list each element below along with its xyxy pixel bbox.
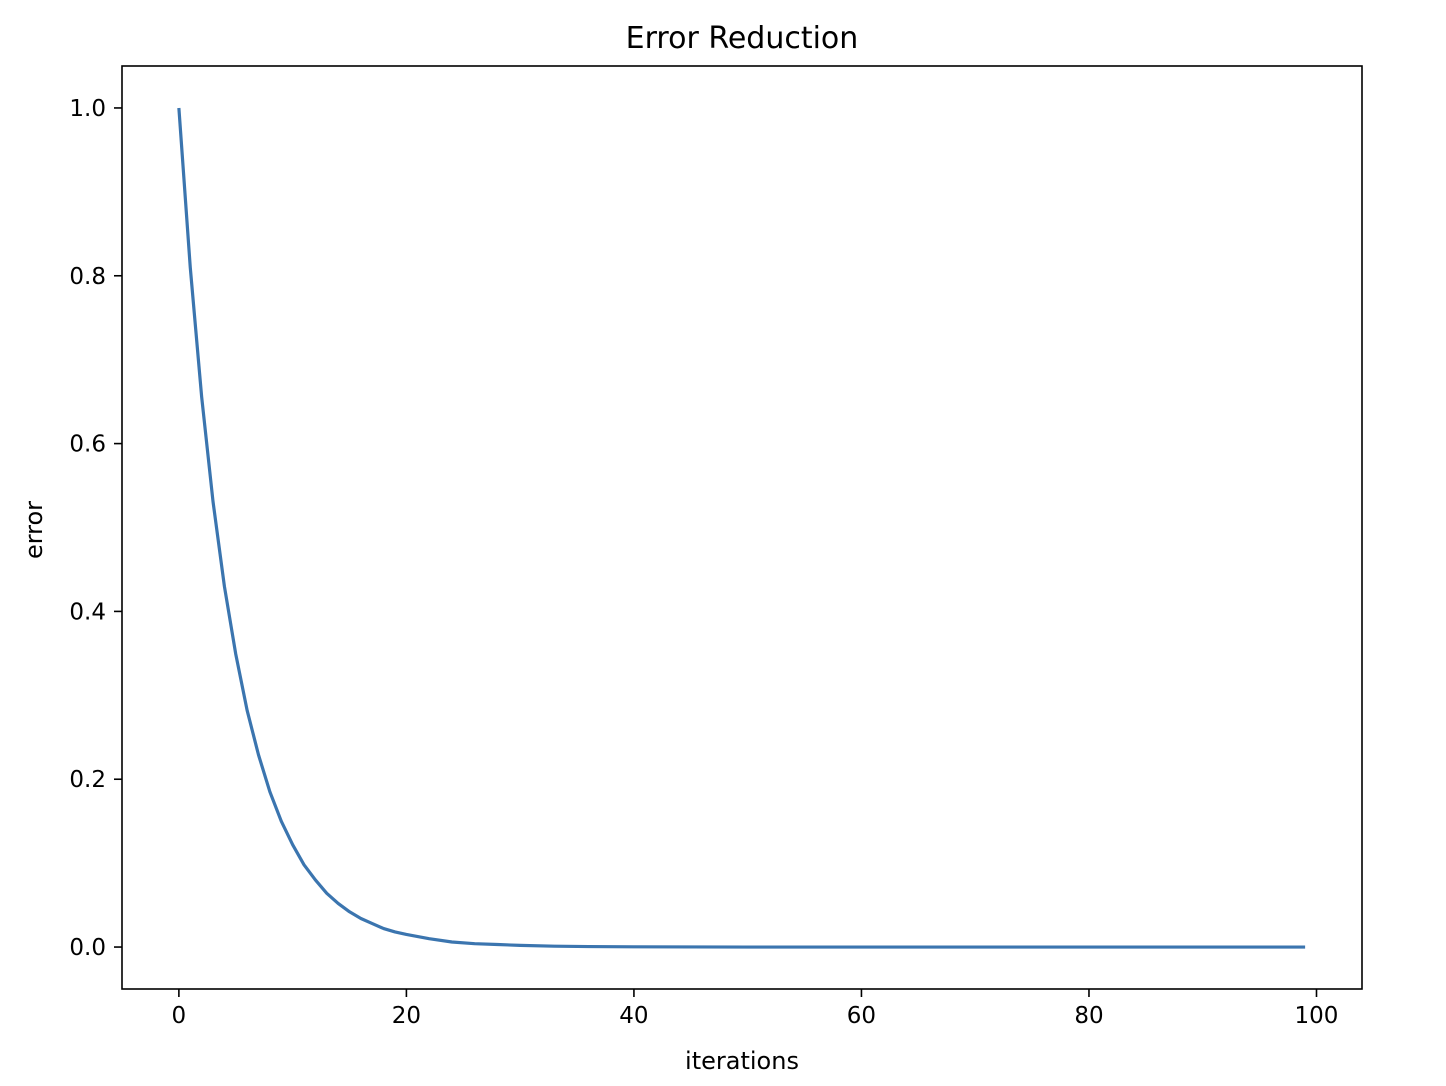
- y-axis: 0.0 0.2 0.4 0.6 0.8 1.0: [69, 96, 122, 961]
- x-tick-label: 40: [619, 1003, 648, 1029]
- x-tick-label: 0: [172, 1003, 187, 1029]
- chart-title: Error Reduction: [626, 21, 859, 56]
- y-tick-label: 0.8: [69, 264, 106, 290]
- series-line-0: [177, 107, 1306, 949]
- y-axis-label: error: [20, 501, 48, 559]
- y-tick-label: 0.2: [69, 767, 106, 793]
- x-axis: 0 20 40 60 80 100: [172, 989, 1339, 1029]
- y-tick-label: 0.4: [69, 599, 106, 625]
- y-tick-label: 1.0: [69, 96, 106, 122]
- x-axis-label: iterations: [685, 1047, 799, 1075]
- plot-area: [177, 107, 1306, 949]
- y-tick-label: 0.6: [69, 432, 106, 458]
- x-tick-label: 100: [1295, 1003, 1339, 1029]
- y-tick-label: 0.0: [69, 935, 106, 961]
- x-tick-label: 80: [1074, 1003, 1103, 1029]
- axes-frame: [121, 65, 1363, 990]
- x-tick-label: 20: [392, 1003, 421, 1029]
- x-tick-label: 60: [847, 1003, 876, 1029]
